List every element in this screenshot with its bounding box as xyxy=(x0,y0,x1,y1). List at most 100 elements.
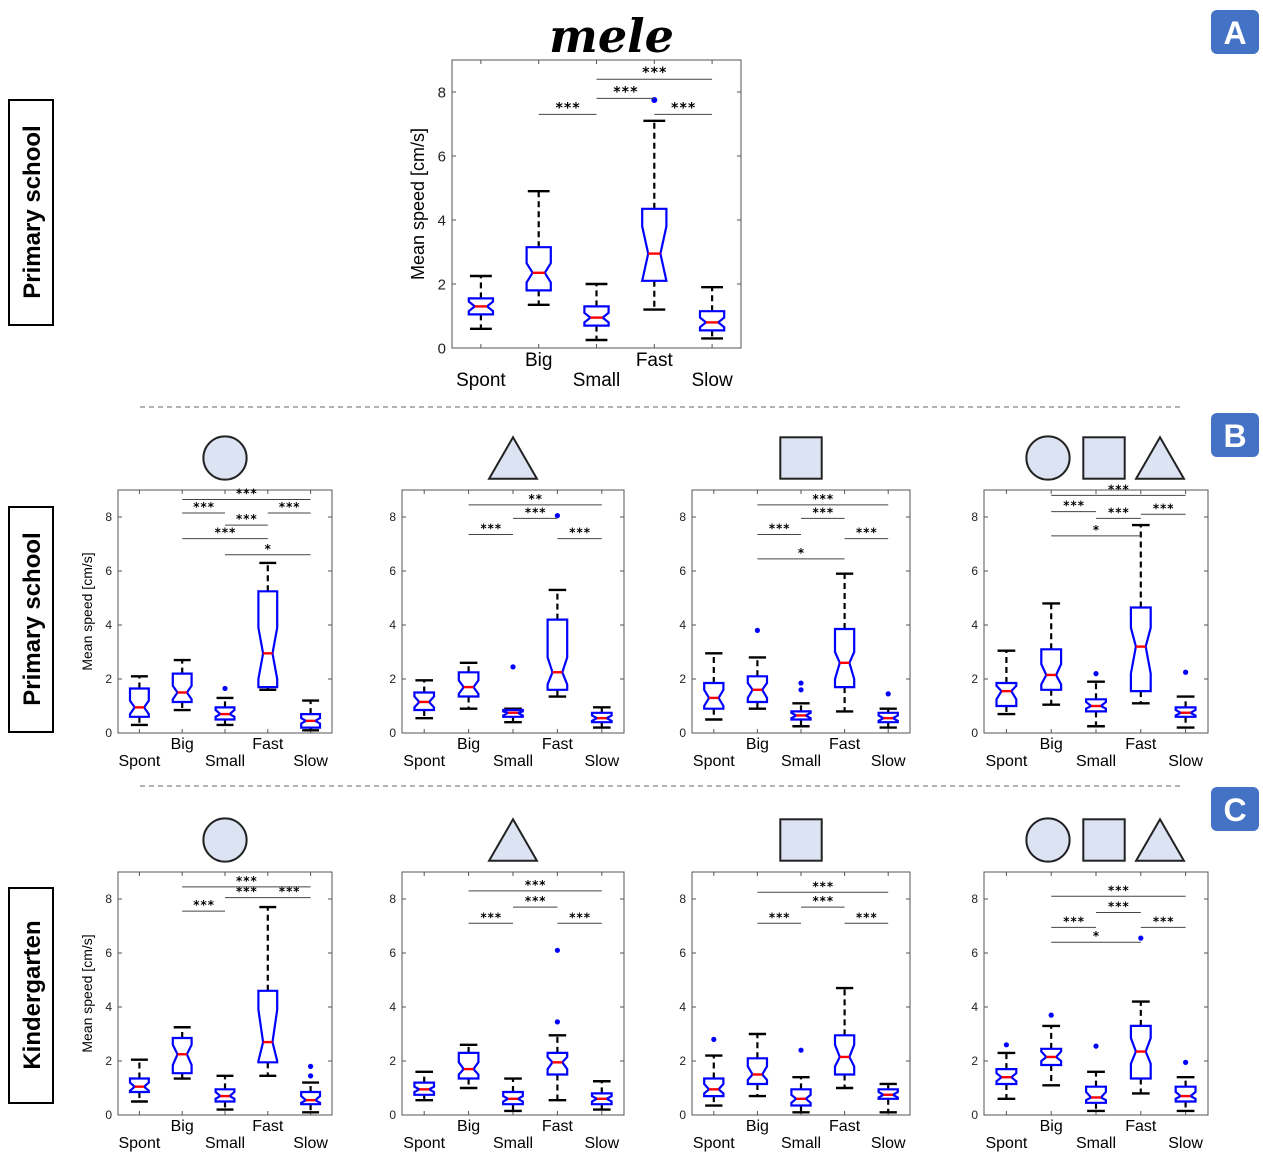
significance-label: *** xyxy=(768,910,790,924)
significance-label: *** xyxy=(236,885,258,899)
outlier-point xyxy=(1048,1012,1054,1018)
box-big xyxy=(1040,1012,1063,1087)
x-category-label: Slow xyxy=(584,1135,619,1152)
notched-box xyxy=(300,1090,322,1106)
box-small xyxy=(214,685,236,727)
significance-bar: *** xyxy=(757,522,801,536)
y-tick-label: 6 xyxy=(679,946,686,960)
significance-label: *** xyxy=(642,65,667,81)
significance-label: *** xyxy=(524,894,546,908)
y-tick-label: 0 xyxy=(679,726,686,740)
circle-icon xyxy=(202,817,248,863)
box-small xyxy=(583,282,610,342)
significance-bar: *** xyxy=(513,894,558,908)
y-tick-label: 8 xyxy=(389,892,396,906)
chart-title: mele xyxy=(549,9,674,63)
chart-b1: 0 2 4 6 8 Spont Big Small Fast Slow Mean speed [cm… xyxy=(79,435,333,770)
notched-box xyxy=(698,310,726,332)
box-spont xyxy=(995,1042,1018,1101)
circle-icon xyxy=(1025,817,1071,863)
outlier-point xyxy=(711,1036,717,1042)
x-category-label: Fast xyxy=(252,736,284,753)
significance-bar: *** xyxy=(182,486,311,500)
outlier-point xyxy=(510,664,516,670)
significance-bar: *** xyxy=(1096,900,1141,914)
notched-box xyxy=(703,681,725,710)
significance-bar: *** xyxy=(468,878,602,892)
y-axis-label: Mean speed [cm/s] xyxy=(408,128,428,280)
x-category-label: Small xyxy=(493,753,533,770)
significance-label: *** xyxy=(1063,914,1085,928)
box-slow xyxy=(698,286,726,340)
outlier-point xyxy=(798,680,804,686)
title-shapes xyxy=(487,435,539,480)
notched-box xyxy=(525,246,552,292)
significance-label: * xyxy=(797,546,804,560)
significance-bar: *** xyxy=(182,898,225,912)
significance-bar: * xyxy=(225,542,311,556)
y-tick-label: 8 xyxy=(105,892,112,906)
x-category-label: Small xyxy=(781,753,821,770)
outlier-point xyxy=(308,1073,314,1079)
x-category-label: Big xyxy=(1040,736,1063,753)
significance-label: *** xyxy=(613,84,638,100)
significance-label: *** xyxy=(1063,499,1085,513)
y-tick-label: 2 xyxy=(389,1054,396,1068)
y-tick-label: 4 xyxy=(438,212,446,229)
significance-bar: *** xyxy=(557,526,602,540)
x-category-label: Slow xyxy=(871,1135,906,1152)
outlier-point xyxy=(554,1019,561,1025)
y-tick-label: 8 xyxy=(679,892,686,906)
significance-label: *** xyxy=(555,100,580,116)
significance-bar: *** xyxy=(468,910,513,924)
box-fast xyxy=(546,947,569,1102)
y-tick-label: 2 xyxy=(971,1054,978,1068)
significance-label: *** xyxy=(812,879,834,893)
y-tick-label: 4 xyxy=(105,618,112,632)
y-tick-label: 4 xyxy=(389,618,396,632)
box-spont xyxy=(467,274,495,330)
y-tick-label: 6 xyxy=(389,946,396,960)
x-category-label: Big xyxy=(525,350,552,371)
y-tick-label: 8 xyxy=(389,510,396,524)
x-category-label: Small xyxy=(205,1135,245,1152)
outlier-point xyxy=(754,627,761,634)
significance-bar: *** xyxy=(801,894,845,908)
chart-a: 0 2 4 6 8 Spont Big Small Fast Slow Mean speed [cm… xyxy=(408,9,742,391)
box-fast xyxy=(833,986,856,1090)
notched-box xyxy=(703,1077,725,1098)
x-category-label: Small xyxy=(1076,1135,1116,1152)
significance-bar: *** xyxy=(654,100,713,116)
significance-label: *** xyxy=(1152,914,1174,928)
x-category-label: Slow xyxy=(293,753,328,770)
box-slow xyxy=(590,706,613,729)
box-spont xyxy=(128,675,150,727)
significance-bar: *** xyxy=(1051,914,1096,928)
y-tick-label: 6 xyxy=(679,564,686,578)
significance-bar: *** xyxy=(557,910,602,924)
box-small xyxy=(790,680,812,728)
notched-box xyxy=(171,672,193,704)
significance-bar: *** xyxy=(538,100,597,116)
notched-box xyxy=(257,590,279,689)
significance-bar: *** xyxy=(757,492,889,506)
significance-label: * xyxy=(1092,929,1099,943)
y-tick-label: 8 xyxy=(438,84,446,101)
significance-label: *** xyxy=(569,910,591,924)
box-big xyxy=(1040,602,1063,706)
significance-label: *** xyxy=(1108,482,1130,496)
notched-box xyxy=(790,1088,812,1107)
box-small xyxy=(790,1047,812,1114)
y-tick-label: 8 xyxy=(105,510,112,524)
outlier-point xyxy=(308,1063,314,1069)
triangle-icon xyxy=(1134,435,1186,480)
significance-label: *** xyxy=(524,878,546,892)
outlier-point xyxy=(554,947,561,953)
title-shapes xyxy=(779,436,823,480)
square-icon xyxy=(1082,818,1126,862)
panel-badge-b-label: B xyxy=(1223,418,1246,454)
box-small xyxy=(214,1074,236,1111)
y-tick-label: 6 xyxy=(105,946,112,960)
